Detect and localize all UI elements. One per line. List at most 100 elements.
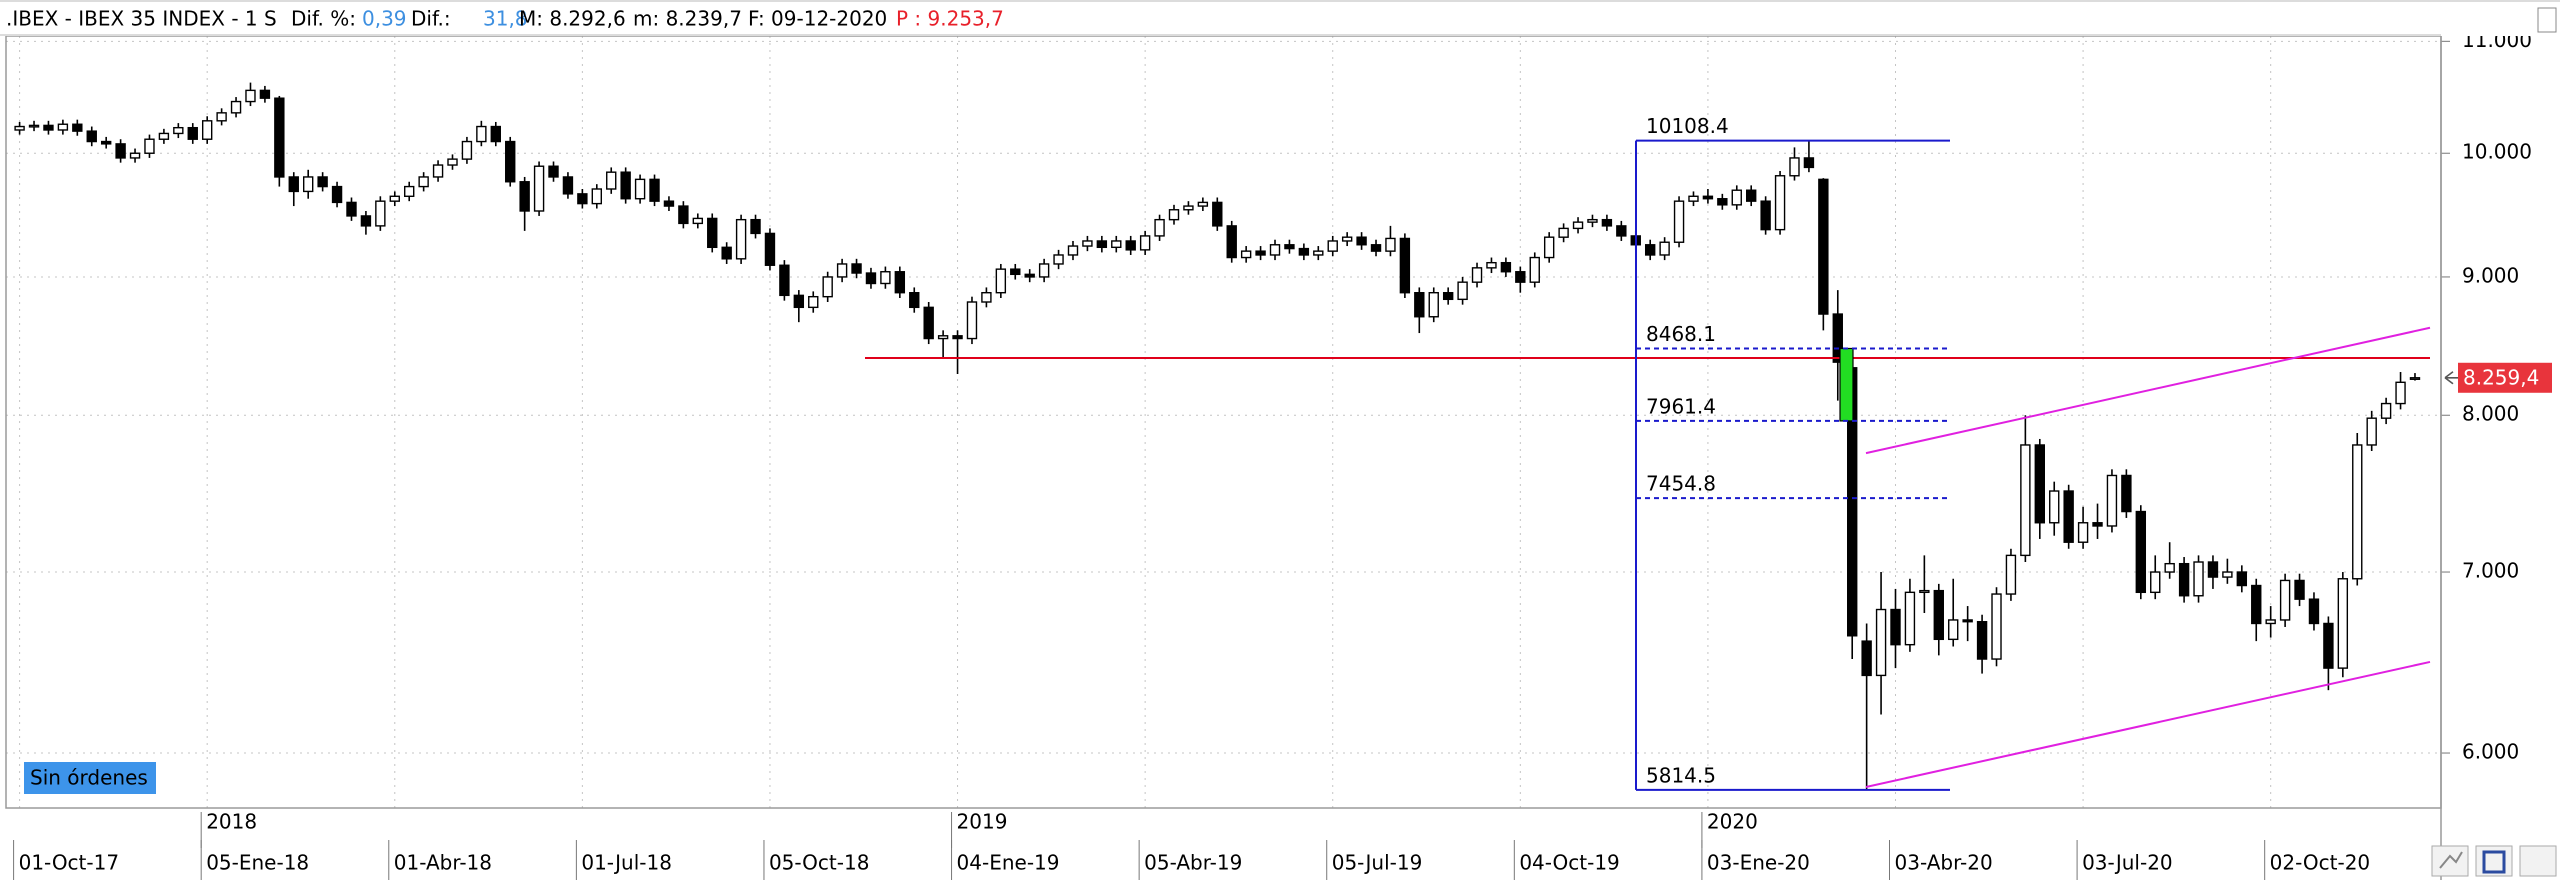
candle-body (2222, 571, 2233, 578)
candle-body (1067, 245, 1079, 256)
status-box: Sin órdenes (24, 762, 156, 794)
candle-body (2049, 490, 2060, 524)
candle-body (28, 124, 40, 128)
candle-body (2409, 377, 2421, 380)
candle-body (779, 264, 790, 297)
x-tick-label: 05-Ene-18 (206, 851, 309, 875)
low-value: m: 8.239,7 (633, 7, 742, 31)
candle-body (764, 232, 776, 266)
candle-body (981, 292, 992, 303)
candle-body (1240, 250, 1252, 259)
candle-body (2020, 444, 2031, 557)
candle-body (2352, 444, 2363, 580)
candle-body (2150, 571, 2161, 594)
candle-body (201, 120, 213, 140)
candle-body (966, 301, 978, 340)
candle-body (2135, 510, 2147, 594)
candle-body (1327, 240, 1338, 252)
pct-label: Dif. %: (291, 7, 356, 31)
candle-body (952, 335, 963, 340)
candle-body (2395, 381, 2406, 405)
candle-body (2308, 598, 2320, 625)
price-tag (2458, 362, 2552, 393)
scroll-icon[interactable] (2537, 7, 2557, 33)
candle-body (245, 89, 256, 103)
candle-body (663, 200, 675, 207)
candle-body (303, 176, 314, 193)
candle-body (851, 263, 862, 274)
candle-body (389, 195, 400, 202)
candle-body (634, 178, 646, 200)
candle-body (1861, 640, 1872, 677)
candle-body (1284, 244, 1295, 250)
candle-body (1457, 281, 1468, 301)
candle-body (259, 89, 271, 99)
candle-body (1414, 292, 1425, 318)
grid (6, 36, 2441, 808)
candle-body (1197, 201, 1209, 207)
candle-body (14, 125, 25, 131)
candle-body (2337, 578, 2349, 669)
fib-label: 10108.4 (1646, 114, 1729, 138)
candle-body (1616, 225, 1627, 237)
candle-body (1370, 244, 1382, 252)
candle-body (274, 97, 285, 178)
candle-body (2251, 584, 2262, 625)
candle-body (230, 100, 242, 114)
x-tick-label: 05-Jul-19 (1332, 851, 1423, 875)
candle-body (1644, 244, 1656, 256)
zoom-button[interactable] (2431, 845, 2469, 877)
candle-body (995, 268, 1007, 294)
candle-body (2366, 417, 2377, 446)
candle-body (72, 123, 83, 132)
header: .IBEX - IBEX 35 INDEX - 1 S Dif. %: 0,39… (0, 0, 2560, 36)
pct-value: 0,39 (362, 7, 407, 31)
price-arrow (2444, 371, 2458, 385)
candle-body (187, 126, 198, 140)
candle-body (447, 158, 458, 166)
candle-body (1096, 240, 1108, 249)
fib-label: 8468.1 (1646, 322, 1716, 346)
candle-body (1471, 267, 1483, 283)
y-tick-label: 6.000 (2462, 740, 2519, 764)
candle-body (1486, 261, 1497, 269)
candle-body (173, 126, 184, 135)
x-tick-label: 05-Abr-19 (1144, 851, 1242, 875)
x-tick-label: 02-Oct-20 (2270, 851, 2370, 875)
candle-body (1515, 271, 1526, 283)
candle-body (649, 178, 660, 202)
candle-body (129, 152, 141, 159)
candle-body (562, 176, 574, 195)
header-background (0, 0, 2560, 36)
candle-body (606, 171, 617, 190)
diff-value: 31,8 (483, 7, 528, 31)
candle-body (1774, 175, 1786, 231)
candle-body (519, 181, 530, 212)
candle-body (331, 185, 343, 204)
y-tick-label: 8.000 (2462, 402, 2519, 426)
high-value: M: 8.292,6 (519, 7, 626, 31)
candle-body (2063, 490, 2074, 543)
candle-body (2279, 579, 2291, 621)
candle-body (288, 176, 299, 193)
menu-button[interactable] (2519, 845, 2557, 877)
axes: 6.0007.0008.0009.00010.00011.00001-Oct-1… (13, 28, 2552, 880)
candle-body (1933, 589, 1944, 641)
candle-body (375, 200, 386, 227)
candle-body (317, 176, 328, 188)
fib-label: 7961.4 (1646, 394, 1716, 418)
candle-body (793, 294, 805, 309)
candle-body (1890, 608, 1901, 646)
candle-body (1269, 244, 1281, 256)
candle-body (937, 335, 949, 340)
candle-body (1558, 227, 1569, 238)
candle-body (115, 143, 126, 159)
candle-body (1529, 256, 1540, 283)
candle-body (894, 271, 906, 294)
candle-body (2106, 474, 2118, 527)
y-tick-label: 7.000 (2462, 559, 2519, 583)
fib-label: 7454.8 (1646, 472, 1716, 496)
